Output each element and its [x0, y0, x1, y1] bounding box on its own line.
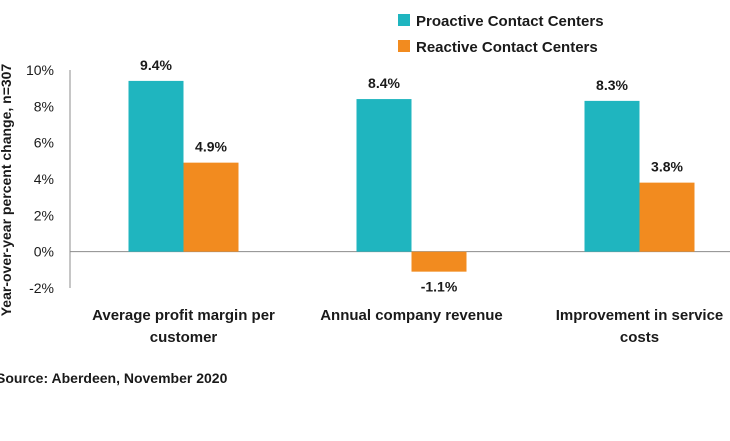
bar [128, 80, 184, 252]
bar [356, 99, 412, 252]
y-tick-label: 10% [26, 62, 54, 78]
y-tick-label: 8% [34, 98, 54, 114]
y-tick-label: 2% [34, 207, 54, 223]
x-tick-label-line: customer [150, 329, 218, 346]
bars-group: 9.4% 8.4% 8.3% 4.9% -1.1% 3.8% [128, 57, 695, 295]
bar [411, 251, 467, 272]
y-axis-title: Year-over-year percent change, n=307 [0, 64, 14, 317]
data-label: 9.4% [140, 57, 172, 73]
bar [183, 162, 239, 252]
data-label: -1.1% [421, 279, 458, 295]
bar [584, 100, 640, 252]
data-label: 4.9% [195, 139, 227, 155]
legend-swatch [398, 14, 410, 26]
x-tick-label-line: Average profit margin per [92, 307, 275, 324]
legend-label: Proactive Contact Centers [416, 13, 604, 30]
x-tick-label: Annual company revenue [320, 307, 503, 324]
legend-swatch [398, 40, 410, 52]
y-tick-label: 4% [34, 171, 54, 187]
x-tick-label: Average profit margin per customer [92, 307, 275, 346]
x-tick-label-line: Annual company revenue [320, 307, 503, 324]
x-tick-label-line: Improvement in service [556, 307, 724, 324]
bar [639, 182, 695, 252]
y-tick-label: 6% [34, 135, 54, 151]
y-tick-label: 0% [34, 244, 54, 260]
y-tick-label: -2% [29, 280, 54, 296]
data-label: 8.3% [596, 77, 628, 93]
legend-label: Reactive Contact Centers [416, 39, 598, 56]
data-label: 8.4% [368, 75, 400, 91]
x-tick-label: Improvement in service costs [556, 307, 724, 346]
source-note: Source: Aberdeen, November 2020 [0, 370, 228, 386]
x-tick-label-line: costs [620, 329, 659, 346]
legend: Proactive Contact Centers Reactive Contac… [398, 13, 604, 56]
x-axis-labels: Average profit margin per customer Annual … [92, 307, 723, 346]
data-label: 3.8% [651, 159, 683, 175]
